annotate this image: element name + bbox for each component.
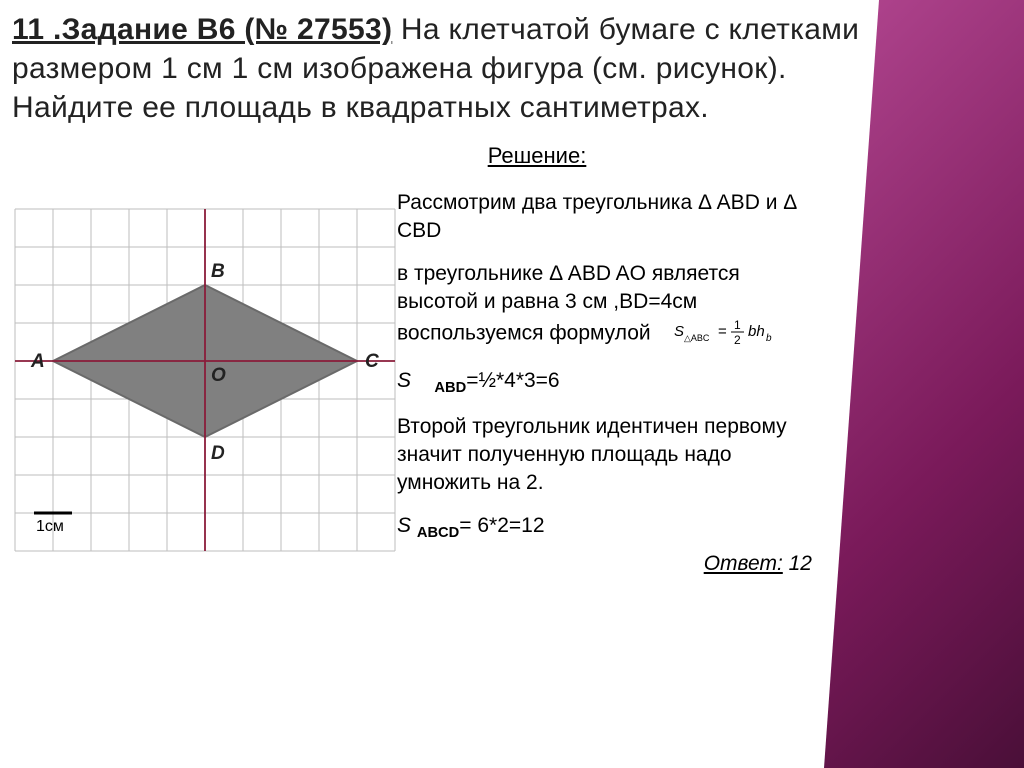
- svg-text:=: =: [718, 323, 727, 340]
- solution-p1: Рассмотрим два треугольника Δ ABD и Δ CB…: [397, 189, 822, 246]
- svg-text:S: S: [674, 323, 684, 340]
- formula: S △ABC = 1 2 bh b: [674, 316, 784, 352]
- svg-text:b: b: [766, 333, 772, 344]
- solution-p2: в треугольнике Δ ABD AO является высотой…: [397, 260, 822, 353]
- svg-text:1см: 1см: [36, 518, 64, 535]
- answer-line: Ответ: 12: [397, 550, 822, 578]
- answer-label: Ответ:: [704, 552, 783, 575]
- svg-text:B: B: [211, 261, 225, 282]
- svg-text:D: D: [211, 443, 225, 464]
- problem-title: 11 .Задание В6 (№ 27553) На клетчатой бу…: [12, 10, 862, 127]
- solution-text: Рассмотрим два треугольника Δ ABD и Δ CB…: [397, 189, 862, 592]
- grid-figure: A B C D O 1см: [12, 189, 397, 569]
- solution-p4: Второй треугольник идентичен первому зна…: [397, 413, 822, 498]
- svg-text:O: O: [211, 365, 226, 386]
- solution-p5: S ABCD= 6*2=12: [397, 512, 822, 544]
- svg-text:A: A: [30, 351, 45, 372]
- answer-value: 12: [783, 552, 812, 575]
- content-area: 11 .Задание В6 (№ 27553) На клетчатой бу…: [12, 10, 862, 592]
- svg-text:2: 2: [734, 333, 741, 346]
- svg-text:△ABC: △ABC: [684, 333, 710, 343]
- svg-text:1: 1: [734, 318, 741, 332]
- task-label: 11 .Задание В6 (№ 27553): [12, 13, 392, 46]
- figure-area: A B C D O 1см: [12, 189, 397, 592]
- solution-p3: S ABD=½*4*3=6: [397, 367, 822, 399]
- svg-text:bh: bh: [748, 323, 765, 340]
- svg-text:C: C: [365, 351, 379, 372]
- solution-heading: Решение:: [212, 143, 862, 169]
